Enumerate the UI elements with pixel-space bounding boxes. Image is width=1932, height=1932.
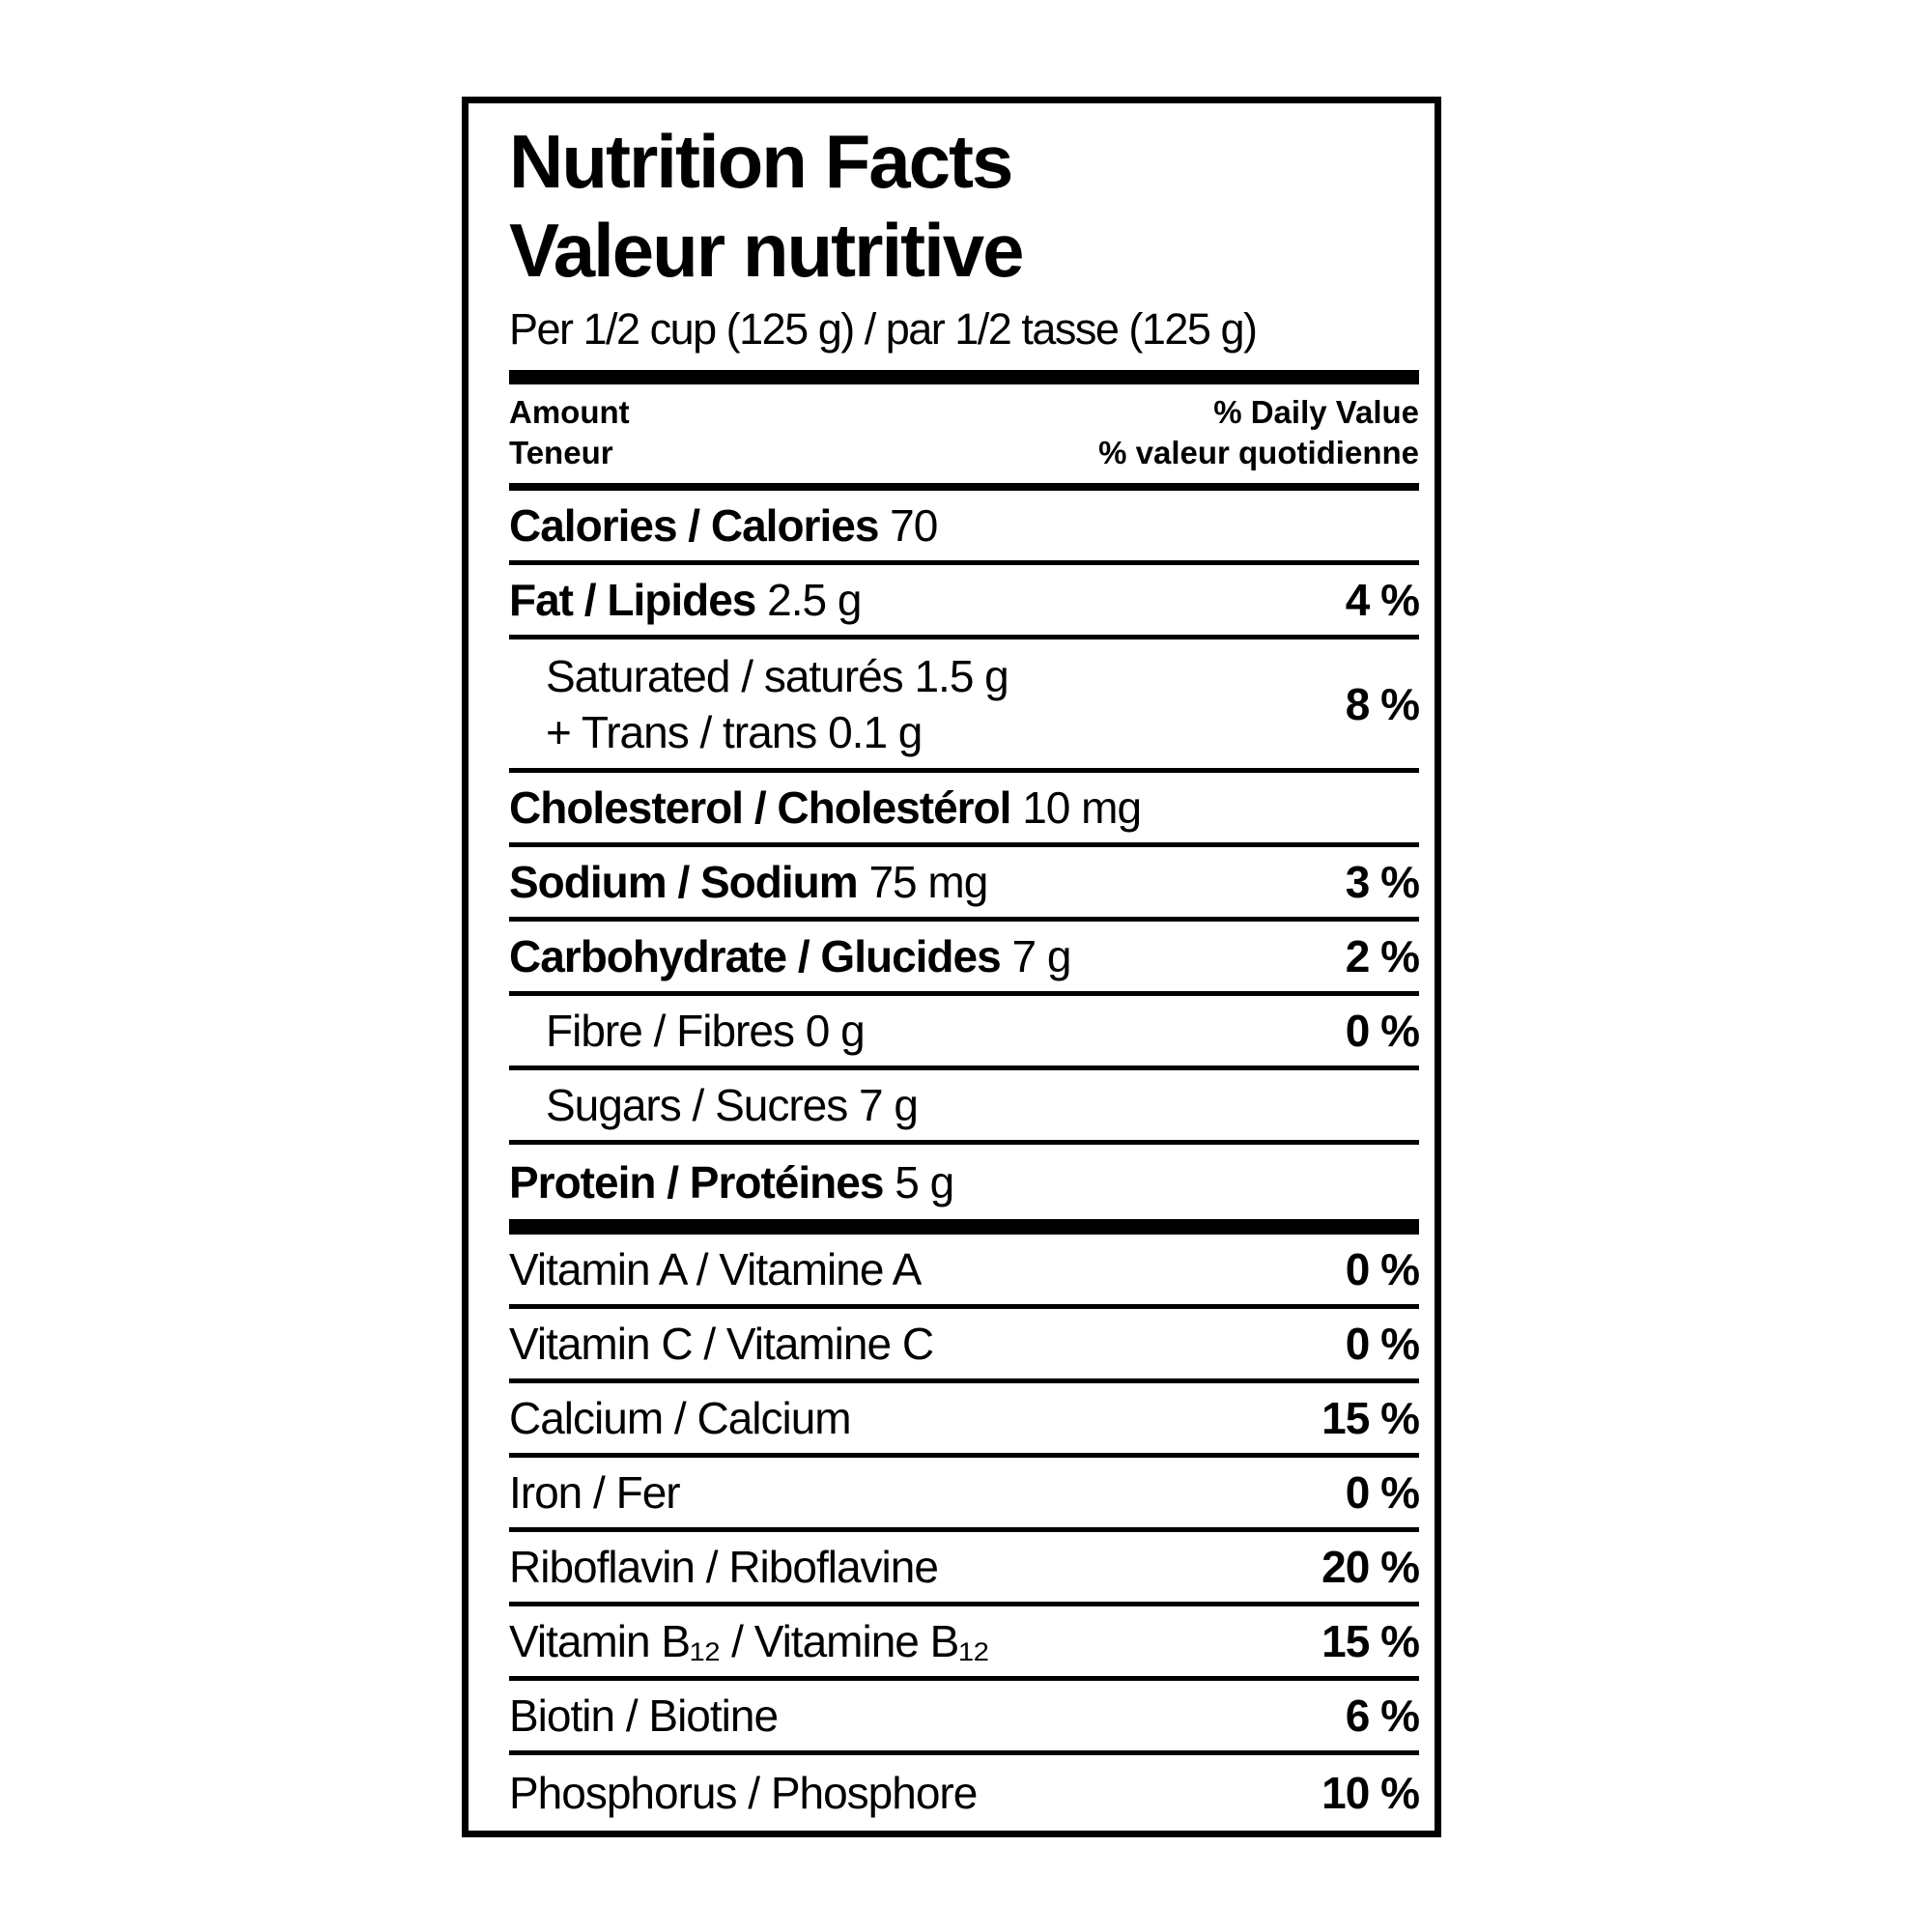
nutrient-row: Riboflavin / Riboflavine 20 % [509, 1532, 1420, 1606]
nutrient-row: Phosphorus / Phosphore 10 % [509, 1755, 1420, 1830]
nutrient-row: Calories / Calories 70 [509, 491, 1419, 565]
nutrition-facts-label: Nutrition Facts Valeur nutritive Per 1/2… [462, 97, 1441, 1837]
daily-value-percent: 4 % [1345, 575, 1420, 625]
nutrient-name: Carbohydrate / Glucides 7 g [509, 931, 1071, 981]
nutrient-name: Vitamin A / Vitamine A [509, 1244, 922, 1294]
nutrient-row: Cholesterol / Cholestérol 10 mg [509, 773, 1419, 847]
nutrient-row: Sugars / Sucres 7 g [509, 1070, 1419, 1145]
nutrient-row: Fibre / Fibres 0 g 0 % [509, 996, 1420, 1070]
label-title-en: Nutrition Facts [509, 119, 1013, 204]
daily-value-column-header: % Daily Value % valeur quotidienne [1098, 392, 1419, 473]
daily-value-percent: 0 % [1345, 1006, 1420, 1056]
amount-label-fr: Teneur [509, 435, 613, 470]
section-divider-header [509, 483, 1419, 491]
nutrient-name: Vitamin B₁₂ / Vitamine B₁₂ [509, 1616, 990, 1666]
amount-column-header: Amount Teneur [509, 392, 630, 473]
nutrient-name: Fat / Lipides 2.5 g [509, 575, 862, 625]
nutrient-row: Carbohydrate / Glucides 7 g 2 % [509, 922, 1420, 996]
nutrient-row: Sodium / Sodium 75 mg 3 % [509, 847, 1420, 922]
nutrient-name: Calcium / Calcium [509, 1393, 852, 1443]
nutrient-name: Iron / Fer [509, 1467, 681, 1518]
nutrient-row: Saturated / saturés 1.5 g + Trans / trans… [509, 639, 1420, 773]
serving-size-line: Per 1/2 cup (125 g) / par 1/2 tasse (125… [509, 304, 1258, 354]
nutrient-name: Phosphorus / Phosphore [509, 1767, 978, 1818]
nutrient-name: Riboflavin / Riboflavine [509, 1542, 939, 1592]
daily-value-label-en: % Daily Value [1213, 394, 1419, 430]
section-divider-top [509, 370, 1419, 384]
daily-value-percent: 8 % [1345, 678, 1420, 729]
section-divider-protein [509, 1219, 1419, 1235]
daily-value-label-fr: % valeur quotidienne [1098, 435, 1419, 470]
nutrient-name: Calories / Calories 70 [509, 500, 938, 551]
column-header: Amount Teneur % Daily Value % valeur quo… [509, 384, 1419, 483]
nutrient-row: Biotin / Biotine 6 % [509, 1681, 1420, 1755]
nutrient-row: Vitamin A / Vitamine A 0 % [509, 1235, 1420, 1309]
daily-value-percent: 20 % [1321, 1542, 1420, 1592]
nutrient-row: Calcium / Calcium 15 % [509, 1383, 1420, 1458]
nutrient-name: Cholesterol / Cholestérol 10 mg [509, 782, 1142, 833]
daily-value-percent: 0 % [1345, 1319, 1420, 1369]
nutrient-name: Sodium / Sodium 75 mg [509, 857, 988, 907]
nutrient-name: Biotin / Biotine [509, 1690, 779, 1741]
amount-label-en: Amount [509, 394, 630, 430]
nutrient-name: Vitamin C / Vitamine C [509, 1319, 934, 1369]
daily-value-percent: 2 % [1345, 931, 1420, 981]
nutrient-row: Iron / Fer 0 % [509, 1458, 1420, 1532]
nutrient-name: Saturated / saturés 1.5 g + Trans / trans… [546, 650, 1009, 757]
nutrient-name: Sugars / Sucres 7 g [546, 1080, 919, 1130]
nutrient-name: Fibre / Fibres 0 g [546, 1006, 866, 1056]
nutrient-rows: Calories / Calories 70 Fat / Lipides 2.5 … [509, 491, 1420, 1830]
daily-value-percent: 3 % [1345, 857, 1420, 907]
nutrient-row: Protein / Protéines 5 g [509, 1145, 1419, 1219]
nutrient-row: Vitamin C / Vitamine C 0 % [509, 1309, 1420, 1383]
daily-value-percent: 15 % [1321, 1393, 1420, 1443]
nutrient-row: Fat / Lipides 2.5 g 4 % [509, 565, 1420, 639]
daily-value-percent: 6 % [1345, 1690, 1420, 1741]
daily-value-percent: 10 % [1321, 1767, 1420, 1818]
daily-value-percent: 0 % [1345, 1244, 1420, 1294]
daily-value-percent: 0 % [1345, 1467, 1420, 1518]
label-title-fr: Valeur nutritive [509, 208, 1025, 293]
daily-value-percent: 15 % [1321, 1616, 1420, 1666]
nutrient-row: Vitamin B₁₂ / Vitamine B₁₂ 15 % [509, 1606, 1420, 1681]
nutrient-name: Protein / Protéines 5 g [509, 1156, 954, 1208]
